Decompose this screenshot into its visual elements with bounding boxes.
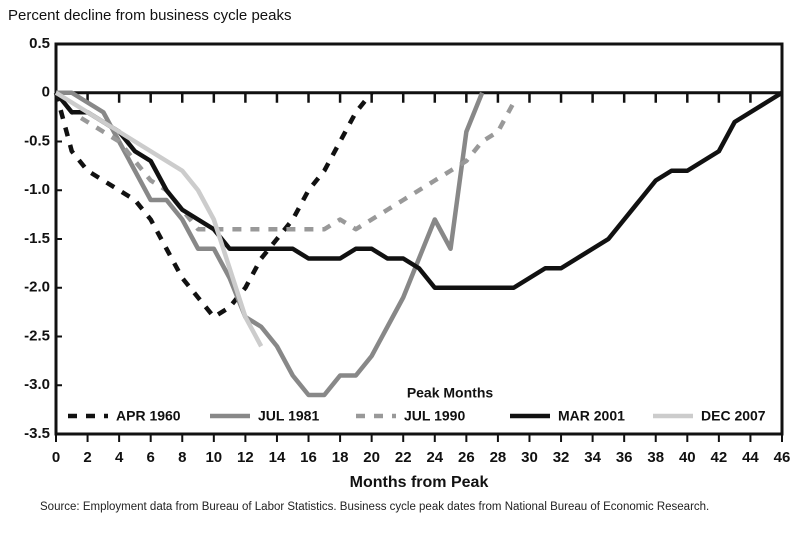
x-tick-label: 14	[269, 449, 286, 466]
x-tick-label: 26	[458, 449, 475, 466]
x-tick-label: 6	[147, 449, 155, 466]
x-tick-label: 16	[300, 449, 317, 466]
x-tick-label: 2	[83, 449, 91, 466]
y-tick-label: -0.5	[24, 132, 50, 149]
x-tick-label: 28	[490, 449, 507, 466]
x-tick-label: 46	[774, 449, 791, 466]
y-tick-label: -1.5	[24, 230, 50, 247]
y-tick-label: -3.0	[24, 376, 50, 393]
x-tick-label: 8	[178, 449, 186, 466]
x-tick-label: 20	[363, 449, 380, 466]
legend-label: JUL 1990	[404, 408, 465, 424]
x-tick-label: 40	[679, 449, 696, 466]
x-tick-label: 22	[395, 449, 412, 466]
y-tick-label: -3.5	[24, 425, 50, 442]
x-tick-label: 10	[205, 449, 222, 466]
x-tick-label: 42	[711, 449, 728, 466]
x-tick-label: 38	[647, 449, 664, 466]
series-line	[54, 90, 784, 290]
chart: Percent decline from business cycle peak…	[8, 7, 791, 491]
x-tick-label: 24	[426, 449, 443, 466]
chart-title: Percent decline from business cycle peak…	[8, 7, 291, 24]
plot-frame	[54, 42, 784, 436]
y-tick-label: -2.0	[24, 279, 50, 296]
x-axis-label: Months from Peak	[350, 474, 489, 491]
y-tick-label: 0	[42, 84, 50, 101]
x-tick-label: 30	[521, 449, 538, 466]
y-tick-label: 0.5	[29, 35, 50, 52]
series-line	[54, 90, 264, 348]
legend-label: JUL 1981	[258, 408, 319, 424]
x-tick-label: 4	[115, 449, 124, 466]
legend-title: Peak Months	[407, 385, 494, 401]
x-tick-label: 32	[553, 449, 570, 466]
series-line	[56, 90, 485, 398]
legend-label: APR 1960	[116, 408, 181, 424]
x-tick-label: 0	[52, 449, 60, 466]
x-tick-label: 44	[742, 449, 759, 466]
y-tick-label: -2.5	[24, 327, 50, 344]
x-tick-label: 36	[616, 449, 633, 466]
x-tick-label: 34	[584, 449, 601, 466]
x-tick-label: 12	[237, 449, 254, 466]
legend-label: MAR 2001	[558, 408, 625, 424]
x-tick-label: 18	[332, 449, 349, 466]
y-tick-label: -1.0	[24, 181, 50, 198]
legend-label: DEC 2007	[701, 408, 766, 424]
series-line	[54, 91, 516, 232]
source-note: Source: Employment data from Bureau of L…	[40, 501, 710, 513]
series-line	[53, 91, 374, 320]
